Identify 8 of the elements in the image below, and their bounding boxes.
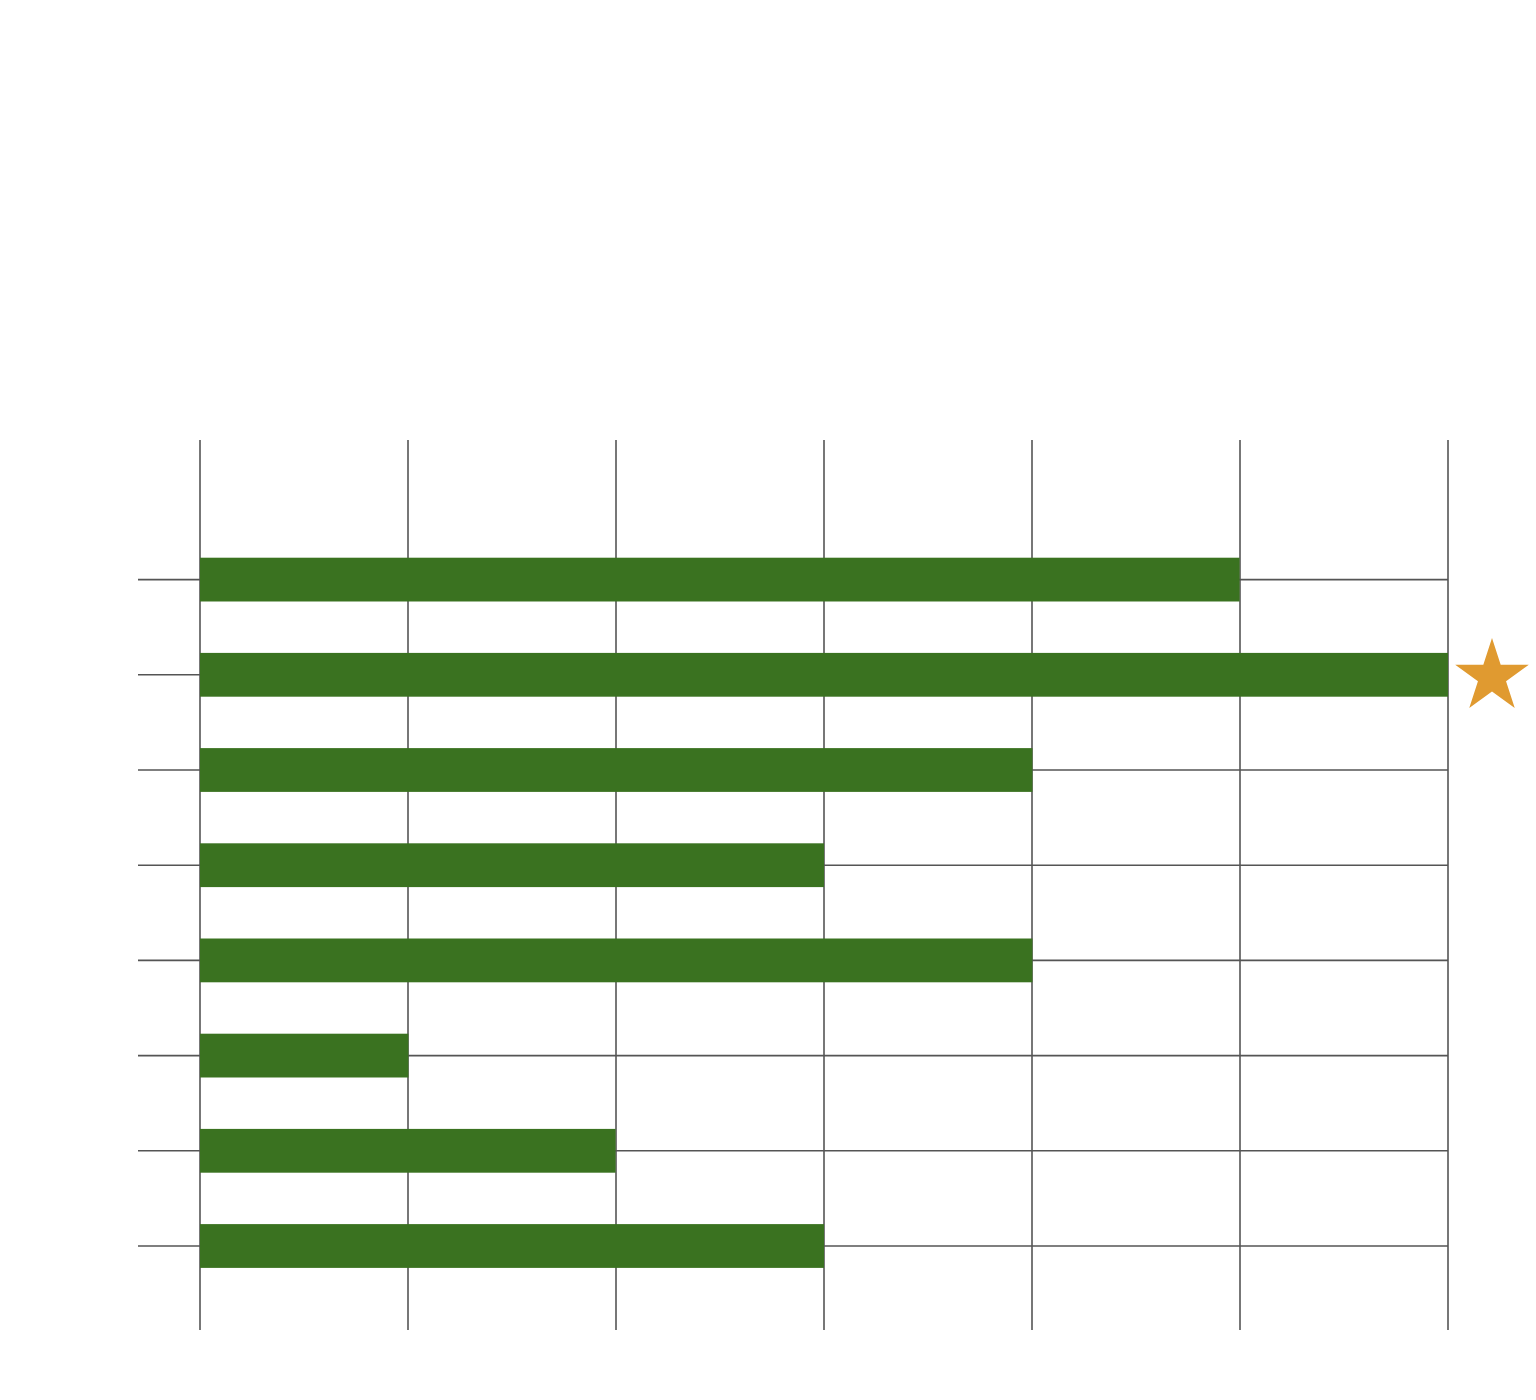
bar [200,1128,616,1173]
bar [200,557,1240,602]
bar [200,652,1448,697]
bar [200,843,824,888]
bar [200,1033,409,1078]
bar [200,748,1033,792]
bar [200,938,1033,983]
bar [200,1224,824,1268]
